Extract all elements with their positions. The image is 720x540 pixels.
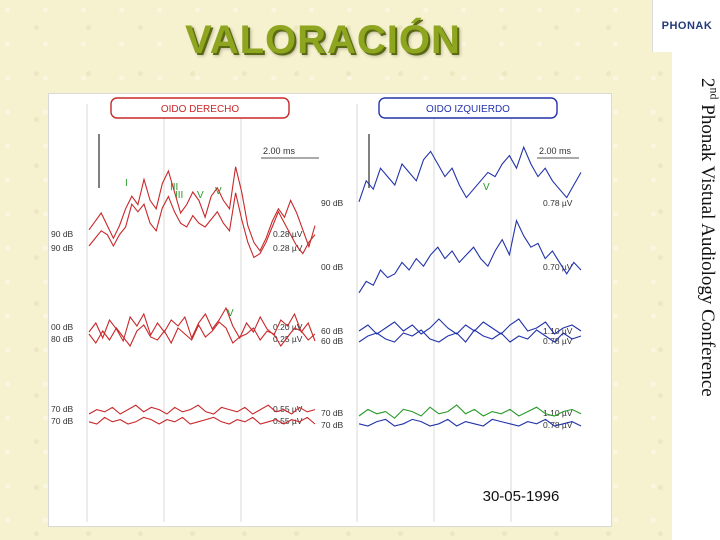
level-label: 00 dB xyxy=(321,262,344,272)
side-banner-prefix: 2 xyxy=(697,78,718,88)
side-banner-panel xyxy=(672,52,720,540)
scale-right: 2.00 ms xyxy=(98,134,319,188)
amplitudes-right: 0.28 µV 0.28 µV 0.20 µV 0.25 µV 0.55 µV … xyxy=(273,229,303,426)
header-left-ear-pill xyxy=(378,97,558,119)
right-ear-waveform xyxy=(88,166,316,252)
right-ear-waveform xyxy=(88,321,316,348)
amplitude-label: 0.70 µV xyxy=(543,262,573,272)
header-right-ear-label: OIDO DERECHO xyxy=(161,104,240,115)
scale-left: 2.00 ms xyxy=(368,134,579,188)
gridlines xyxy=(86,104,512,522)
left-ear-waveform xyxy=(358,418,582,427)
side-banner-label: Phonak Vistual Audiology Conference xyxy=(697,104,718,397)
level-label: 70 dB xyxy=(321,408,344,418)
right-ear-waveform xyxy=(88,192,316,259)
amplitude-label: 0.78 µV xyxy=(543,336,573,346)
peak-label: III xyxy=(170,182,178,193)
level-label: 80 dB xyxy=(51,334,74,344)
levels-right: 90 dB 90 dB 00 dB 80 dB 70 dB 70 dB xyxy=(51,229,74,426)
peak-label: V xyxy=(197,190,204,201)
waveform-traces xyxy=(88,145,582,427)
peak-label: V xyxy=(227,308,234,319)
amplitude-label: 1.10 µV xyxy=(543,408,573,418)
right-ear-waveform xyxy=(88,404,316,415)
amplitude-label: 0.20 µV xyxy=(273,322,303,332)
brand-tab: PHONAK xyxy=(652,0,720,52)
amplitude-label: 0.55 µV xyxy=(273,416,303,426)
scale-time-right: 2.00 ms xyxy=(263,146,296,156)
abr-chart: OIDO DERECHO OIDO IZQUIERDO 2.00 ms 2.00… xyxy=(51,97,582,522)
left-ear-waveform xyxy=(358,218,582,294)
amplitude-label: 0.28 µV xyxy=(273,243,303,253)
phonak-logo: PHONAK xyxy=(661,20,713,32)
right-ear-waveform xyxy=(88,306,316,343)
level-label: 60 dB xyxy=(321,336,344,346)
peak-label: III xyxy=(175,190,183,201)
amplitude-label: 0.25 µV xyxy=(273,334,303,344)
header-right-ear: OIDO DERECHO xyxy=(110,97,290,119)
left-ear-waveform xyxy=(358,404,582,419)
left-ear-waveform xyxy=(358,329,582,343)
left-ear-waveform xyxy=(358,318,582,335)
level-label: 90 dB xyxy=(51,229,74,239)
slide-title: VALORACIÓN xyxy=(185,18,461,62)
peak-label: I xyxy=(125,178,128,189)
side-banner-text: 2nd Phonak Vistual Audiology Conference xyxy=(696,78,720,397)
level-label: 70 dB xyxy=(321,420,344,430)
level-label: 90 dB xyxy=(51,243,74,253)
header-left-ear-label: OIDO IZQUIERDO xyxy=(426,104,510,115)
amplitude-label: 0.78 µV xyxy=(543,198,573,208)
amplitudes-left: 0.78 µV 0.70 µV 1.10 µV 0.78 µV 1.10 µV … xyxy=(543,198,573,430)
level-label: 90 dB xyxy=(321,198,344,208)
recording-date: 30-05-1996 xyxy=(483,488,560,505)
side-banner-superscript: nd xyxy=(707,87,720,100)
level-label: 60 dB xyxy=(321,326,344,336)
levels-left: 90 dB 00 dB 60 dB 60 dB 70 dB 70 dB xyxy=(321,198,344,430)
left-ear-waveform xyxy=(358,145,582,202)
level-label: 70 dB xyxy=(51,404,74,414)
right-ear-waveform xyxy=(88,416,316,425)
abr-chart-panel: OIDO DERECHO OIDO IZQUIERDO 2.00 ms 2.00… xyxy=(48,93,612,527)
level-label: 00 dB xyxy=(51,322,74,332)
amplitude-label: 0.55 µV xyxy=(273,404,303,414)
amplitude-label: 0.28 µV xyxy=(273,229,303,239)
peak-labels: I III III V V V V xyxy=(125,178,490,319)
peak-label: V xyxy=(483,182,490,193)
header-right-ear-pill xyxy=(110,97,290,119)
level-label: 70 dB xyxy=(51,416,74,426)
header-left-ear: OIDO IZQUIERDO xyxy=(378,97,558,119)
scale-time-left: 2.00 ms xyxy=(539,146,572,156)
